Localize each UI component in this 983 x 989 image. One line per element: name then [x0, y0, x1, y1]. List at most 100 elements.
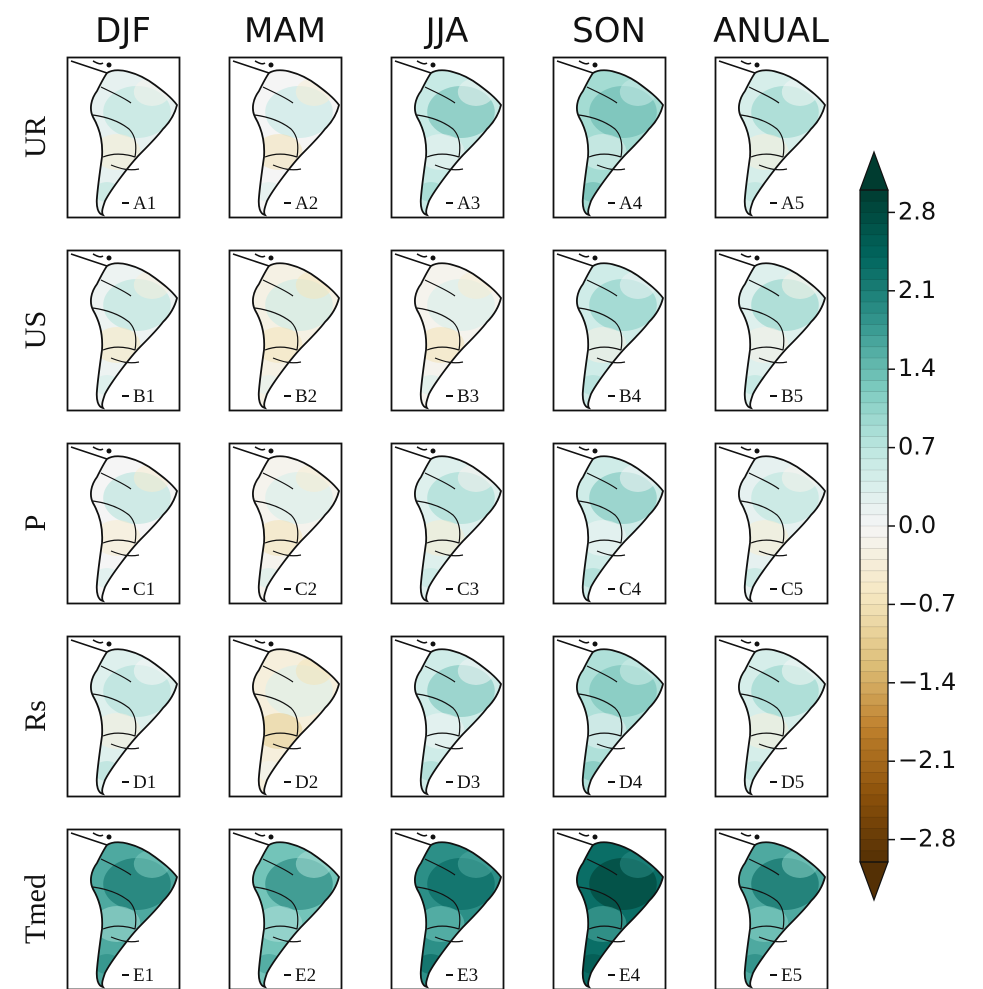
colorbar-segment — [860, 358, 888, 370]
colorbar-segment — [860, 302, 888, 314]
row-label-ur: UR — [19, 116, 52, 158]
panel-grid: A1 A2 A3 A4 A5 B1 B2 B3 B4 B5 C1 C2 C3 C4 C5 D1 D2 D3 D4 D5… — [66, 56, 829, 989]
colorbar-segment — [860, 615, 888, 628]
colorbar-tick-label: −2.8 — [898, 825, 956, 853]
panel-frame — [552, 828, 667, 989]
map-panel-e3: E3 — [390, 828, 505, 989]
map-panel-e4: E4 — [552, 828, 667, 989]
map-panel-b3: B3 — [390, 249, 505, 412]
continent-outline — [90, 262, 178, 410]
panel-label: B4 — [619, 386, 642, 407]
colorbar-segment — [860, 324, 888, 337]
colorbar-segment — [860, 716, 888, 729]
panel-label: A3 — [457, 193, 480, 214]
continent-outline — [414, 69, 502, 217]
panel-label: B1 — [133, 386, 155, 407]
colorbar-segment — [860, 828, 888, 841]
colorbar-segment — [860, 839, 888, 852]
colorbar-extend-min — [859, 861, 889, 902]
panel-frame — [552, 249, 667, 412]
panel-frame — [66, 56, 181, 219]
panel-label: B2 — [295, 386, 317, 407]
colorbar-segment — [860, 705, 888, 717]
continent-outline — [738, 648, 826, 796]
colorbar-segment — [860, 537, 888, 549]
row-label-rs: Rs — [19, 700, 52, 732]
colorbar-segment — [860, 806, 888, 818]
colorbar-segment — [860, 257, 888, 269]
colorbar-segment — [860, 582, 888, 594]
continent-outline — [576, 648, 664, 796]
map-panel-d2: D2 — [228, 635, 343, 798]
colorbar-segment — [860, 425, 888, 437]
continent-outline — [90, 69, 178, 217]
colorbar-segment — [860, 649, 888, 661]
row-label-us: US — [19, 311, 52, 349]
panel-frame — [714, 442, 829, 605]
map-panel-b2: B2 — [228, 249, 343, 412]
continent-outline — [576, 455, 664, 603]
colorbar-segment — [860, 626, 888, 639]
continent-outline — [90, 648, 178, 796]
panel-frame — [390, 56, 505, 219]
colorbar-segment — [860, 682, 888, 695]
colorbar-segment — [860, 638, 888, 650]
colorbar-segment — [860, 201, 888, 213]
colorbar-segment — [860, 526, 888, 538]
column-title-jja: JJA — [424, 11, 469, 51]
panel-frame — [714, 635, 829, 798]
colorbar-segment — [860, 850, 888, 863]
colorbar-segment — [860, 470, 888, 482]
panel-label: E2 — [295, 965, 316, 986]
colorbar-segment — [860, 817, 888, 829]
panel-frame — [714, 56, 829, 219]
panel-frame — [66, 249, 181, 412]
panel-frame — [390, 249, 505, 412]
row-labels: UR US P Rs Tmed — [19, 116, 52, 944]
colorbar-segment — [860, 761, 888, 773]
colorbar-segment — [860, 548, 888, 561]
panel-label: E5 — [781, 965, 802, 986]
colorbar-segment — [860, 223, 888, 236]
colorbar-tick-label: −0.7 — [898, 589, 956, 617]
colorbar-segment — [860, 481, 888, 493]
panel-frame — [714, 249, 829, 412]
colorbar-segment — [860, 671, 888, 684]
map-panel-a1: A1 — [66, 56, 181, 219]
colorbar-tick-label: 1.4 — [898, 354, 936, 382]
colorbar-segment — [860, 570, 888, 583]
panel-frame — [66, 635, 181, 798]
continent-outline — [90, 841, 178, 989]
map-panel-a2: A2 — [228, 56, 343, 219]
map-panel-b1: B1 — [66, 249, 181, 412]
panel-label: A2 — [295, 193, 318, 214]
panel-label: C1 — [133, 579, 155, 600]
panel-label: C4 — [619, 579, 642, 600]
colorbar-segment — [860, 212, 888, 225]
panel-label: E4 — [619, 965, 641, 986]
map-panel-d1: D1 — [66, 635, 181, 798]
panel-label: B3 — [457, 386, 479, 407]
panel-frame — [552, 635, 667, 798]
colorbar-segment — [860, 190, 888, 202]
panel-label: A1 — [133, 193, 156, 214]
map-panel-d4: D4 — [552, 635, 667, 798]
colorbar-segment — [860, 794, 888, 807]
colorbar-tick-label: 2.1 — [898, 276, 936, 304]
panel-frame — [552, 56, 667, 219]
row-label-p: P — [19, 515, 52, 532]
panel-label: A5 — [781, 193, 804, 214]
panel-frame — [228, 828, 343, 989]
column-title-son: SON — [572, 11, 646, 51]
column-title-mam: MAM — [244, 11, 326, 51]
panel-frame — [228, 56, 343, 219]
continent-outline — [738, 69, 826, 217]
map-panel-c2: C2 — [228, 442, 343, 605]
colorbar-segment — [860, 660, 888, 673]
map-panel-a5: A5 — [714, 56, 829, 219]
panel-label: D4 — [619, 772, 643, 793]
column-title-anual: ANUAL — [713, 11, 829, 51]
colorbar-segment — [860, 414, 888, 426]
colorbar-tick-label: −1.4 — [898, 668, 956, 696]
